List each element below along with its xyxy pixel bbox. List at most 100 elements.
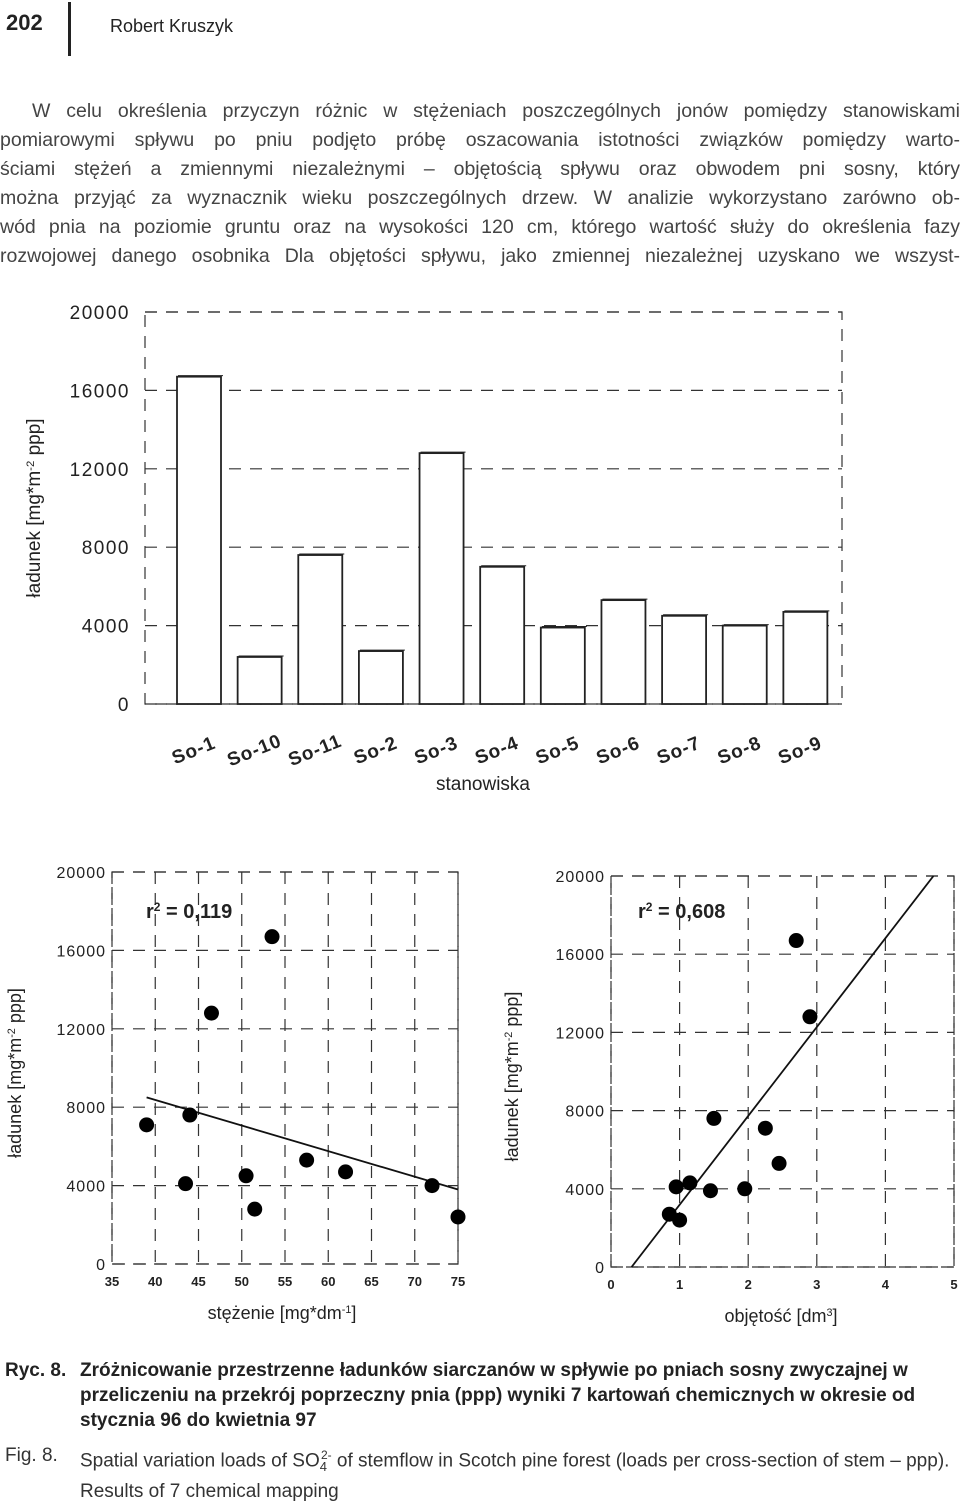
data-point [299, 1152, 315, 1168]
data-point [702, 1183, 718, 1199]
data-point [802, 1009, 818, 1025]
paragraph-line: rozwojowej danego osobnika Dla objętości… [0, 245, 960, 267]
data-point [424, 1178, 440, 1194]
y-tick-label: 12000 [57, 1022, 107, 1039]
data-point [264, 929, 280, 945]
x-tick-label: So-5 [533, 733, 583, 769]
scatter-chart-volume: 0 4000 8000 12000 16000 20000 0 1 2 3 4 5 r2 = 0,608… [502, 869, 958, 1326]
y-tick-label: 16000 [556, 947, 606, 964]
y-tick-label: 20000 [57, 865, 107, 882]
x-tick-label: 75 [451, 1274, 465, 1289]
y-tick-label: 20000 [556, 869, 606, 886]
x-tick-label: 2 [745, 1277, 752, 1292]
bar [721, 624, 768, 705]
x-axis-label: stężenie [mg*dm-1] [208, 1303, 357, 1323]
x-tick-label: 50 [235, 1274, 249, 1289]
x-tick-label: So-1 [169, 733, 219, 769]
x-tick-label: So-7 [654, 733, 704, 769]
trendline [146, 1096, 459, 1191]
y-axis-label: ładunek [mg*m-2 ppp] [502, 992, 522, 1162]
y-tick-label: 8000 [66, 1100, 106, 1117]
data-point [771, 1155, 787, 1171]
data-point [682, 1175, 698, 1191]
x-axis-label: objętość [dm3] [724, 1306, 837, 1326]
x-axis-label: stanowiska [436, 774, 530, 795]
data-point [668, 1179, 684, 1195]
r-squared-annotation: r2 = 0,119 [146, 900, 232, 923]
y-tick-label: 4000 [66, 1179, 106, 1196]
data-point [706, 1110, 722, 1126]
paragraph-line: wód pnia na poziomie gruntu oraz na wyso… [0, 216, 960, 238]
x-tick-label: So-2 [351, 733, 401, 769]
x-tick-label: 60 [321, 1274, 335, 1289]
paragraph-line: pomiarowymi spływu po pniu podjęto próbę… [0, 129, 960, 151]
y-tick-label: 8000 [565, 1104, 605, 1121]
data-point [203, 1005, 219, 1021]
x-tick-label: 3 [813, 1277, 820, 1292]
x-tick-label: So-3 [412, 733, 462, 769]
bar [236, 656, 283, 705]
bar [176, 375, 222, 705]
bar [479, 565, 526, 705]
header-rule [68, 2, 71, 56]
y-tick-label: 12000 [556, 1025, 606, 1042]
y-tick-label: 16000 [70, 381, 130, 402]
x-tick-label: 65 [364, 1274, 378, 1289]
x-tick-label: 70 [408, 1274, 422, 1289]
x-tick-label: So-6 [594, 733, 644, 769]
x-tick-label: So-8 [715, 733, 765, 769]
bar [418, 452, 465, 705]
y-tick-label: 12000 [70, 460, 130, 481]
y-tick-label: 0 [96, 1257, 106, 1274]
y-tick-label: 20000 [70, 303, 130, 324]
x-tick-label: 0 [607, 1277, 614, 1292]
y-axis-label: ładunek [mg*m-2 ppp] [24, 418, 45, 597]
data-point [757, 1120, 773, 1136]
x-tick-label: 1 [676, 1277, 683, 1292]
y-tick-label: 4000 [82, 617, 130, 638]
x-tick-label: So-4 [472, 733, 522, 769]
caption-text-part: Spatial variation loads of SO [80, 1450, 320, 1472]
data-point [178, 1176, 194, 1192]
data-point [737, 1181, 753, 1197]
paragraph-line: W celu określenia przyczyn różnic w stęż… [32, 100, 960, 122]
caption-subscript: 4 [319, 1459, 327, 1475]
figure-caption-polish: Ryc. 8. Zróżnicowanie przestrzenne ładun… [5, 1358, 955, 1433]
x-tick-label: 55 [278, 1274, 292, 1289]
caption-number: Ryc. 8. [5, 1360, 67, 1381]
page-number: 202 [6, 10, 43, 35]
y-axis-label: ładunek [mg*m-2 ppp] [5, 988, 25, 1158]
y-tick-label: 0 [118, 695, 130, 716]
x-tick-label: So-10 [224, 731, 284, 772]
x-tick-label: 40 [148, 1274, 162, 1289]
data-point [450, 1209, 466, 1225]
bar [600, 599, 647, 705]
x-tick-label: 5 [950, 1277, 957, 1292]
y-tick-label: 8000 [82, 538, 130, 559]
x-tick-label: So-9 [775, 733, 825, 769]
data-point [238, 1168, 254, 1184]
bar [297, 554, 344, 705]
bar [661, 614, 707, 705]
x-tick-label: 4 [882, 1277, 890, 1292]
caption-superscript: 2- [320, 1448, 332, 1462]
x-tick-label: So-11 [285, 731, 345, 771]
y-tick-label: 16000 [57, 943, 107, 960]
caption-number: Fig. 8. [5, 1445, 58, 1466]
data-point [672, 1212, 688, 1228]
bar [782, 610, 829, 705]
data-point [338, 1164, 354, 1180]
data-point [788, 933, 804, 949]
paragraph-line: ściami stężeń a zmiennymi niezależnymi –… [0, 158, 960, 180]
body-paragraph: W celu określenia przyczyn różnic w stęż… [0, 97, 960, 271]
data-point [182, 1107, 198, 1123]
y-tick-label: 0 [595, 1260, 605, 1277]
x-tick-label: 45 [191, 1274, 205, 1289]
bar [358, 650, 404, 705]
paragraph-line: można przyjąć za wyznacznik wieku poszcz… [0, 187, 960, 209]
trendline [630, 875, 935, 1268]
x-tick-label: 35 [105, 1274, 119, 1289]
y-tick-label: 4000 [565, 1182, 605, 1199]
